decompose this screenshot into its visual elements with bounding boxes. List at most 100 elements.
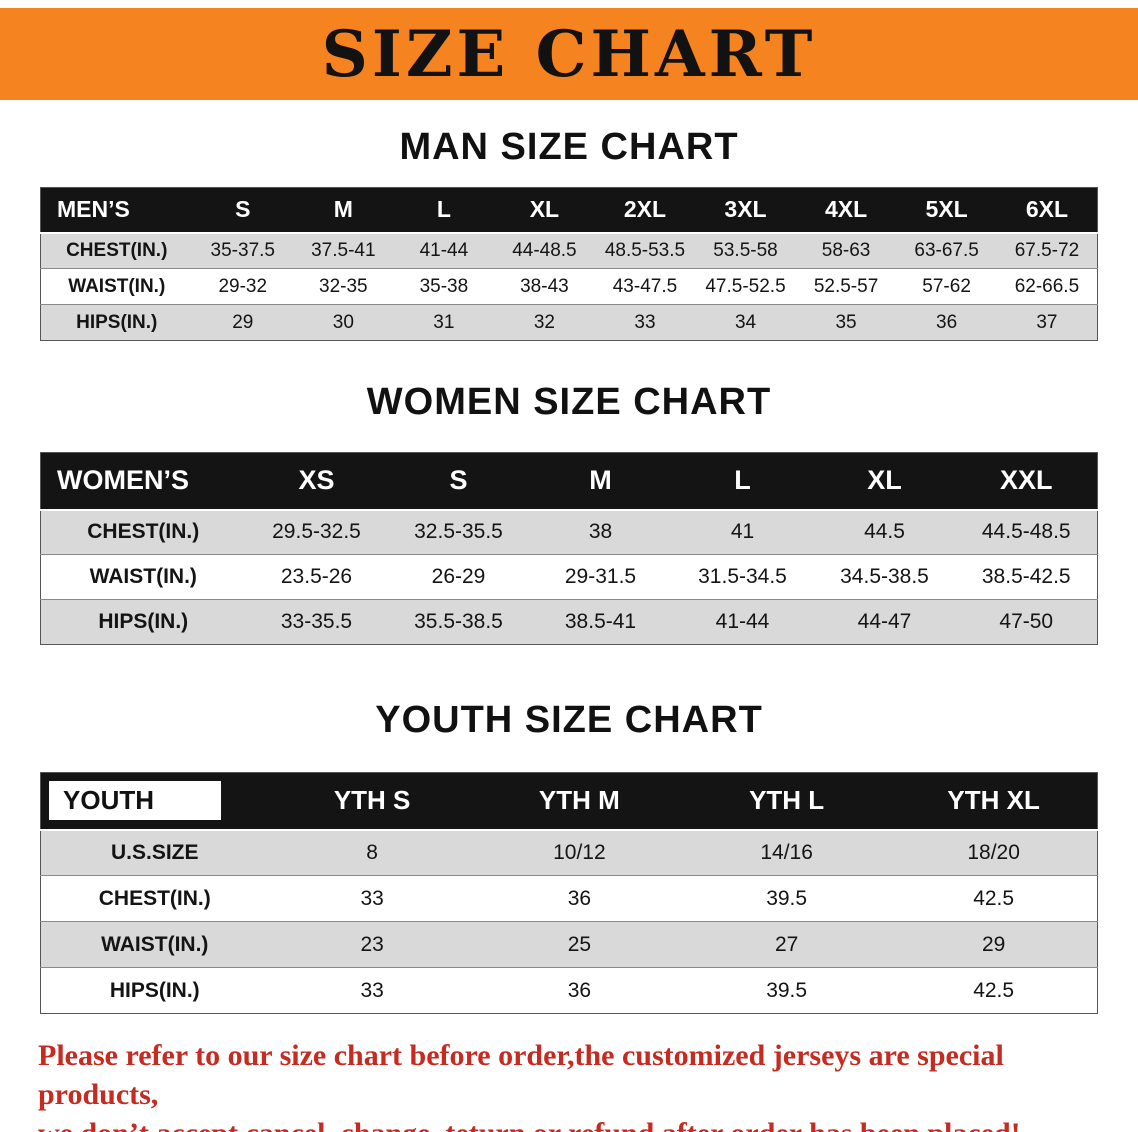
value-cell: 38-43: [494, 268, 595, 305]
size-chart-content: MAN SIZE CHART MEN’S S M L XL 2XL 3XL 4XL 5XL 6XL…: [0, 126, 1138, 1014]
header-label: YTH M: [538, 785, 620, 816]
header-row: WOMEN’S XS S M L XL XXL: [40, 452, 1098, 511]
header-label: YTH S: [333, 785, 411, 816]
measurement-row: WAIST(IN.) 29-32 32-35 35-38 38-43 43-47.5 47.…: [40, 268, 1098, 305]
value-cell: 34: [695, 304, 796, 341]
header-row: MEN’S S M L XL 2XL 3XL 4XL 5XL 6XL: [40, 187, 1098, 234]
value-cell: 57-62: [896, 268, 997, 305]
value-cell: 26-29: [387, 554, 530, 600]
header-label: 2XL: [623, 196, 667, 223]
men-section-heading: MAN SIZE CHART: [399, 126, 739, 168]
header-label: MEN’S: [57, 196, 130, 223]
row-label-cell: CHEST(IN.): [40, 232, 193, 269]
women-section-heading: WOMEN SIZE CHART: [366, 381, 772, 423]
row-label-cell: CHEST(IN.): [40, 509, 246, 555]
measurement-row: CHEST(IN.) 33 36 39.5 42.5: [40, 875, 1098, 922]
size-header-cell: M: [529, 452, 672, 511]
header-label: S: [449, 465, 468, 496]
row-label-cell: U.S.SIZE: [40, 829, 269, 876]
value-cell: 35.5-38.5: [387, 599, 530, 645]
women-size-section: WOMEN SIZE CHART WOMEN’S XS S M L XL XXL CHEST(…: [0, 381, 1138, 645]
header-label: YTH XL: [947, 785, 1040, 816]
value-cell: 35-37.5: [192, 232, 294, 269]
header-label: 6XL: [1025, 196, 1069, 223]
row-label-cell: WAIST(IN.): [40, 921, 269, 968]
row-label-cell: HIPS(IN.): [40, 599, 246, 645]
size-header-cell: 2XL: [594, 187, 696, 234]
size-header-cell: S: [387, 452, 530, 511]
size-header-cell: XL: [813, 452, 956, 511]
men-size-table: MEN’S S M L XL 2XL 3XL 4XL 5XL 6XL CHEST(IN.) 35-37…: [40, 187, 1098, 341]
value-cell: 31: [393, 304, 495, 341]
youth-size-section: YOUTH SIZE CHART YOUTH YTH S YTH M YTH L YTH…: [0, 699, 1138, 1014]
row-label-cell: HIPS(IN.): [40, 304, 193, 341]
size-header-cell: XXL: [955, 452, 1098, 511]
header-label: YTH L: [749, 785, 825, 816]
value-cell: 23: [268, 921, 476, 968]
value-cell: 35-38: [393, 268, 495, 305]
header-row: YOUTH YTH S YTH M YTH L YTH XL: [40, 772, 1098, 831]
header-label: L: [734, 465, 751, 496]
value-cell: 58-63: [795, 232, 897, 269]
header-label: YOUTH: [49, 781, 221, 821]
row-label-cell: CHEST(IN.): [40, 875, 269, 922]
table-title-cell: MEN’S: [40, 187, 193, 234]
value-cell: 18/20: [890, 829, 1098, 876]
size-header-cell: S: [192, 187, 294, 234]
row-label-cell: HIPS(IN.): [40, 967, 269, 1014]
measurement-row: CHEST(IN.) 29.5-32.5 32.5-35.5 38 41 44.5 44.5…: [40, 509, 1098, 555]
size-header-cell: YTH S: [268, 772, 476, 831]
size-header-cell: L: [671, 452, 814, 511]
size-header-cell: 6XL: [996, 187, 1098, 234]
value-cell: 29: [890, 921, 1098, 968]
measurement-row: U.S.SIZE 8 10/12 14/16 18/20: [40, 829, 1098, 876]
header-label: XXL: [999, 465, 1053, 496]
size-header-cell: 3XL: [695, 187, 796, 234]
header-label: M: [333, 196, 353, 223]
value-cell: 37.5-41: [293, 232, 394, 269]
header-label: S: [235, 196, 251, 223]
value-cell: 48.5-53.5: [594, 232, 696, 269]
value-cell: 23.5-26: [245, 554, 388, 600]
value-cell: 14/16: [683, 829, 891, 876]
value-cell: 38.5-42.5: [955, 554, 1098, 600]
value-cell: 31.5-34.5: [671, 554, 814, 600]
table-title-cell: WOMEN’S: [40, 452, 246, 511]
header-label: 5XL: [925, 196, 968, 223]
header-label: XL: [529, 196, 560, 223]
value-cell: 27: [683, 921, 891, 968]
value-cell: 38: [529, 509, 672, 555]
measurement-row: WAIST(IN.) 23.5-26 26-29 29-31.5 31.5-34.5 34…: [40, 554, 1098, 600]
value-cell: 39.5: [683, 967, 891, 1014]
value-cell: 63-67.5: [896, 232, 997, 269]
value-cell: 44-47: [813, 599, 956, 645]
value-cell: 32: [494, 304, 595, 341]
value-cell: 25: [475, 921, 683, 968]
value-cell: 29.5-32.5: [245, 509, 388, 555]
page-title: SIZE CHART: [321, 16, 817, 92]
size-header-cell: 5XL: [896, 187, 997, 234]
disclaimer-line-1: Please refer to our size chart before or…: [38, 1039, 1004, 1111]
value-cell: 67.5-72: [996, 232, 1098, 269]
row-label-cell: WAIST(IN.): [40, 268, 193, 305]
value-cell: 33: [594, 304, 696, 341]
size-header-cell: YTH L: [683, 772, 891, 831]
value-cell: 41-44: [671, 599, 814, 645]
value-cell: 42.5: [890, 875, 1098, 922]
header-label: XL: [867, 465, 902, 496]
measurement-row: HIPS(IN.) 33-35.5 35.5-38.5 38.5-41 41-44 44-…: [40, 599, 1098, 645]
value-cell: 36: [475, 967, 683, 1014]
banner: SIZE CHART: [0, 8, 1138, 100]
size-header-cell: YTH XL: [890, 772, 1098, 831]
youth-section-heading: YOUTH SIZE CHART: [375, 699, 763, 741]
value-cell: 44-48.5: [494, 232, 595, 269]
value-cell: 41-44: [393, 232, 495, 269]
men-size-section: MAN SIZE CHART MEN’S S M L XL 2XL 3XL 4XL 5XL 6XL…: [0, 126, 1138, 341]
header-label: L: [436, 196, 451, 223]
value-cell: 42.5: [890, 967, 1098, 1014]
value-cell: 33: [268, 875, 476, 922]
size-header-cell: XS: [245, 452, 388, 511]
disclaimer: Please refer to our size chart before or…: [38, 1036, 1100, 1132]
value-cell: 53.5-58: [695, 232, 796, 269]
